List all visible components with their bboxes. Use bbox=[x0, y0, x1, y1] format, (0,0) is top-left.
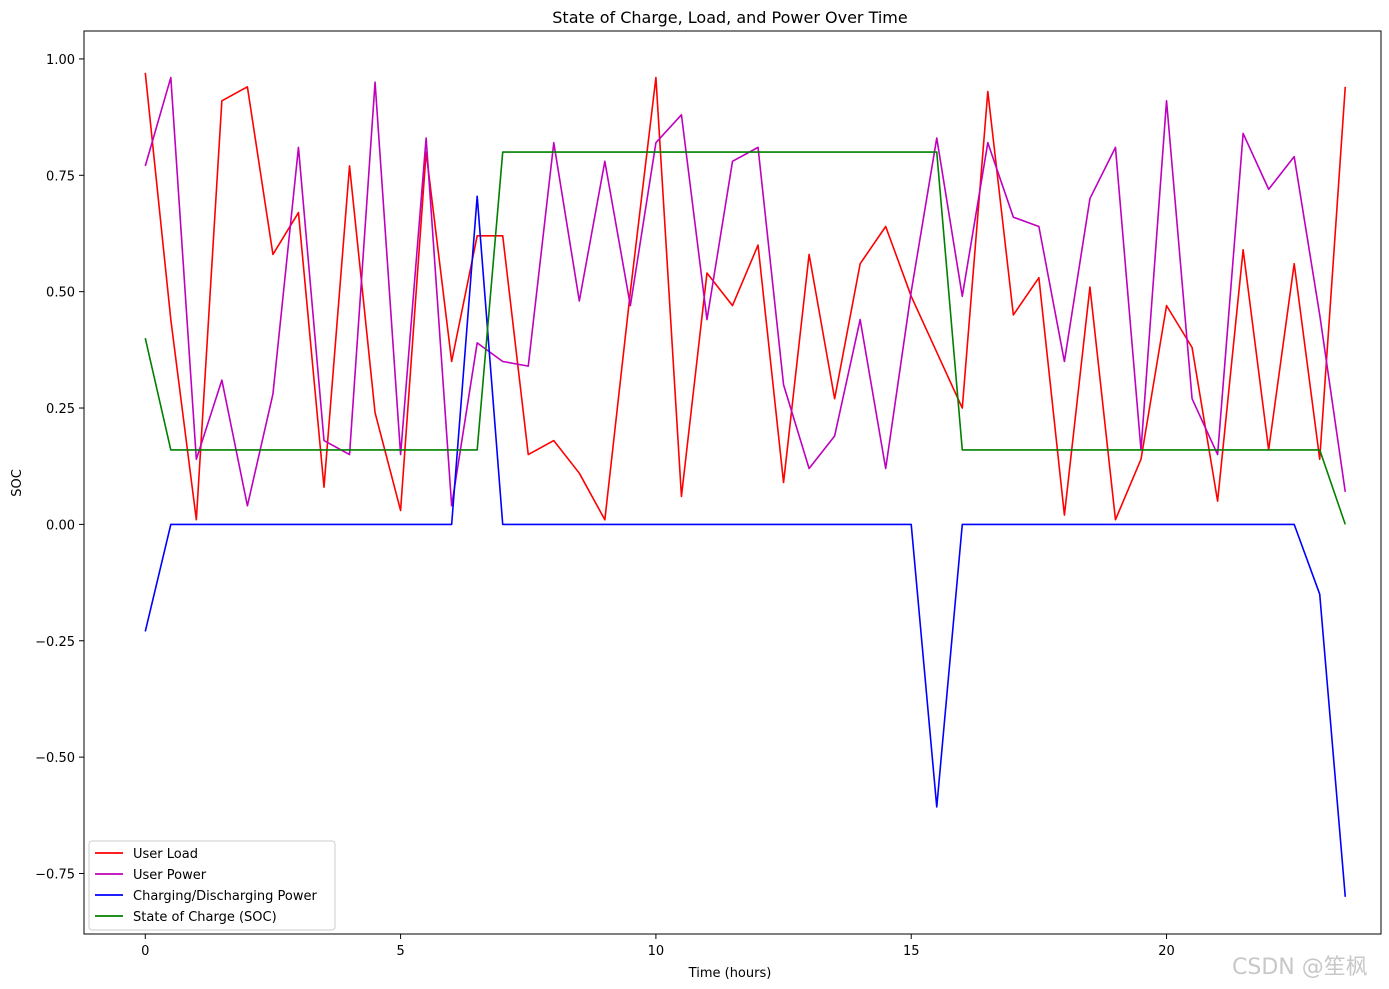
x-tick-label: 20 bbox=[1158, 944, 1175, 959]
legend-box bbox=[88, 840, 336, 931]
chart-title: State of Charge, Load, and Power Over Ti… bbox=[552, 8, 907, 27]
y-tick-label: 0.50 bbox=[46, 286, 75, 301]
x-axis: 0 5 10 15 20 bbox=[141, 934, 1175, 959]
watermark-text: CSDN @笙枫 bbox=[1232, 955, 1368, 980]
y-tick-label: 0.75 bbox=[46, 169, 75, 184]
y-tick-label: −0.25 bbox=[35, 635, 75, 650]
y-axis: −0.75 −0.50 −0.25 0.00 0.25 0.50 0.75 1.00 bbox=[35, 53, 84, 882]
y-tick-label: 0.00 bbox=[46, 518, 75, 533]
y-tick-label: 0.25 bbox=[46, 402, 75, 417]
plot-area-frame bbox=[83, 30, 1382, 935]
series-lines bbox=[144, 72, 1347, 897]
x-tick-label: 5 bbox=[396, 944, 404, 959]
x-tick-label: 0 bbox=[141, 944, 149, 959]
y-tick-label: −0.50 bbox=[35, 751, 75, 766]
legend: User Load User Power Charging/Discharging … bbox=[88, 840, 336, 931]
y-tick-label: −0.75 bbox=[35, 867, 75, 882]
legend-label-charging-discharging-power: Charging/Discharging Power bbox=[133, 889, 317, 904]
y-tick-label: 1.00 bbox=[46, 53, 75, 68]
x-axis-label: Time (hours) bbox=[688, 966, 772, 981]
legend-label-user-power: User Power bbox=[133, 868, 207, 883]
legend-label-user-load: User Load bbox=[133, 847, 198, 862]
x-tick-label: 10 bbox=[648, 944, 665, 959]
series-line-user-load bbox=[144, 72, 1347, 521]
x-tick-label: 15 bbox=[903, 944, 920, 959]
series-line-state-of-charge bbox=[144, 151, 1347, 525]
series-line-user-power bbox=[144, 76, 1347, 507]
legend-label-state-of-charge: State of Charge (SOC) bbox=[133, 910, 277, 925]
series-line-charging-discharging-power bbox=[144, 195, 1347, 897]
y-axis-label: SOC bbox=[10, 469, 25, 497]
